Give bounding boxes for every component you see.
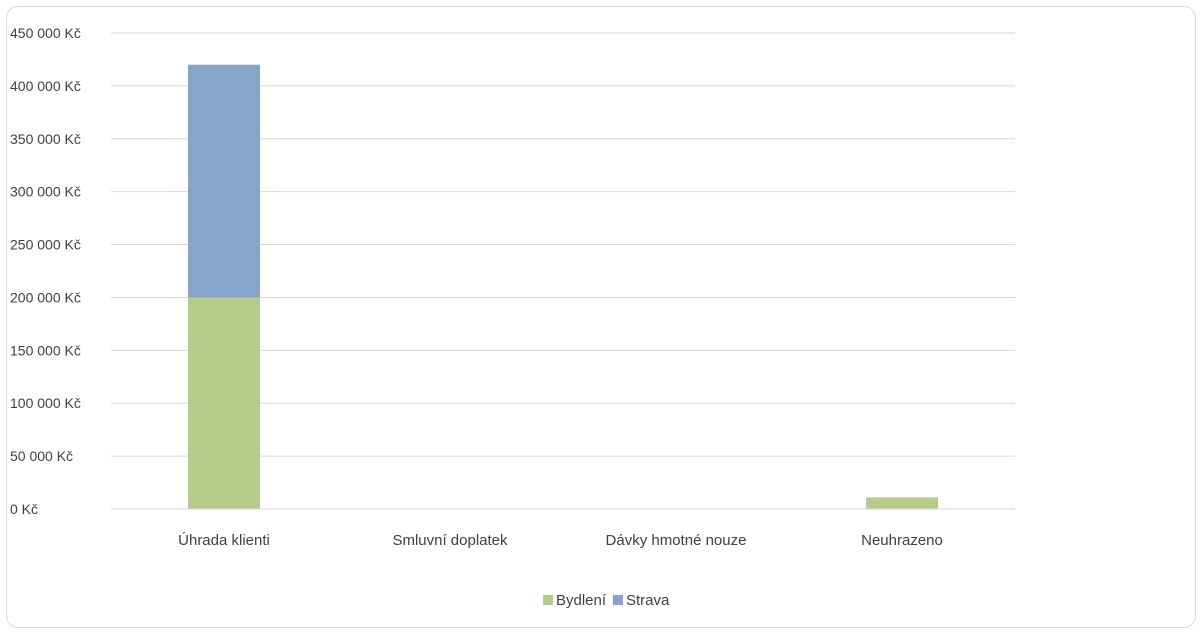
y-tick-label: 0 Kč bbox=[10, 501, 38, 517]
y-axis-tick-labels: 0 Kč 50 000 Kč 100 000 Kč 150 000 Kč 200 000… bbox=[10, 25, 81, 517]
chart-frame: 0 Kč 50 000 Kč 100 000 Kč 150 000 Kč 200 000… bbox=[6, 6, 1196, 628]
stacked-bar-chart: 0 Kč 50 000 Kč 100 000 Kč 150 000 Kč 200 000… bbox=[10, 25, 1015, 609]
y-tick-label: 400 000 Kč bbox=[10, 78, 81, 94]
x-category-label: Smluvní doplatek bbox=[392, 532, 508, 549]
x-axis-category-labels: Úhrada klienti Smluvní doplatek Dávky hmot… bbox=[178, 532, 943, 549]
y-tick-label: 100 000 Kč bbox=[10, 395, 81, 411]
x-category-label: Neuhrazeno bbox=[861, 532, 943, 549]
bars bbox=[188, 64, 938, 509]
y-tick-label: 50 000 Kč bbox=[10, 448, 73, 464]
y-tick-label: 300 000 Kč bbox=[10, 184, 81, 200]
legend: Bydlení Strava bbox=[543, 592, 670, 609]
x-category-label: Dávky hmotné nouze bbox=[606, 532, 747, 549]
y-tick-label: 350 000 Kč bbox=[10, 131, 81, 147]
y-tick-label: 450 000 Kč bbox=[10, 25, 81, 41]
legend-label: Strava bbox=[626, 592, 670, 609]
legend-swatch-strava bbox=[613, 595, 623, 605]
bar-bydlení-3 bbox=[866, 497, 938, 509]
y-tick-label: 150 000 Kč bbox=[10, 342, 81, 358]
legend-swatch-bydlení bbox=[543, 595, 553, 605]
y-tick-label: 200 000 Kč bbox=[10, 289, 81, 305]
legend-label: Bydlení bbox=[556, 592, 607, 609]
x-category-label: Úhrada klienti bbox=[178, 532, 270, 549]
y-tick-label: 250 000 Kč bbox=[10, 237, 81, 253]
bar-strava-0 bbox=[188, 64, 260, 298]
gridlines bbox=[111, 32, 1015, 457]
bar-bydlení-0 bbox=[188, 297, 260, 509]
